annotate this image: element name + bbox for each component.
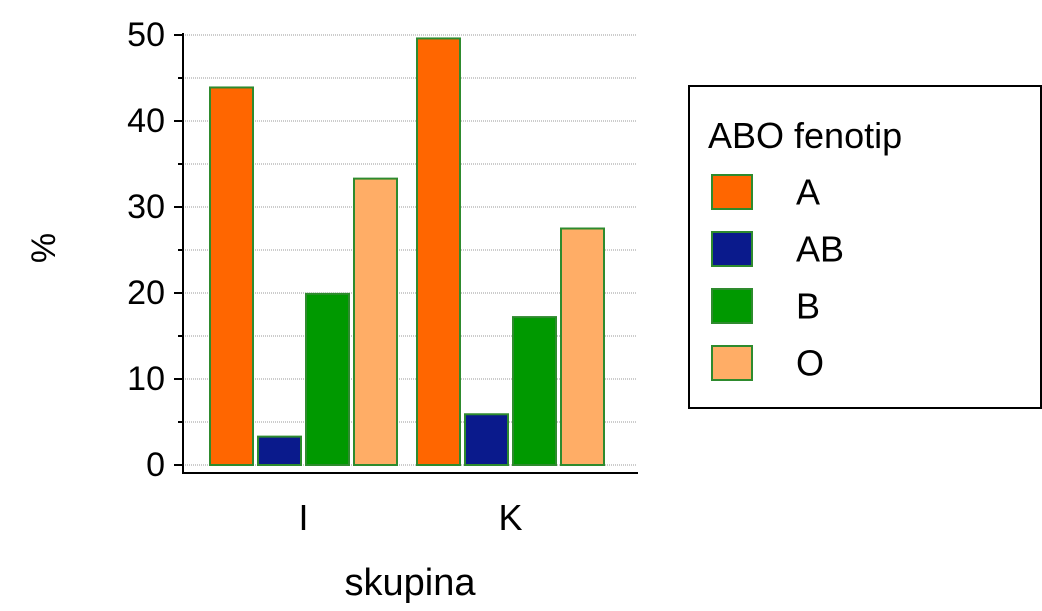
bar-K-B <box>512 316 557 466</box>
y-tick-label: 10 <box>127 360 165 398</box>
legend-title: ABO fenotip <box>708 115 902 156</box>
legend-swatch-O <box>711 345 753 381</box>
gridlines <box>183 34 636 466</box>
x-tick-label: K <box>498 497 522 538</box>
y-ticks: 0 10 20 30 40 50 <box>127 16 183 484</box>
y-tick-label: 0 <box>146 446 165 484</box>
bar-I-O <box>353 177 398 466</box>
bar-K-AB <box>464 413 509 467</box>
legend-label-B: B <box>796 286 820 327</box>
bar-I-A <box>209 86 254 467</box>
x-tick-label: I <box>298 497 308 538</box>
y-tick-label: 50 <box>127 16 165 54</box>
bar-I-AB <box>257 435 302 466</box>
bar-K-O <box>560 227 605 466</box>
y-tick-label: 40 <box>127 102 165 140</box>
legend-items: A AB BO <box>711 172 844 384</box>
axes <box>182 33 638 474</box>
x-axis-label: skupina <box>345 562 477 604</box>
y-tick-label: 20 <box>127 274 165 312</box>
bar-K-A <box>416 37 461 466</box>
legend-swatch-B <box>711 288 753 324</box>
y-axis-label: % <box>25 233 63 263</box>
y-tick-label: 30 <box>127 188 165 226</box>
legend: ABO fenotip A AB BO <box>688 85 1042 409</box>
legend-label-A: A <box>796 172 820 213</box>
bar-I-B <box>305 292 350 466</box>
bars <box>209 37 605 467</box>
legend-label-AB: AB <box>796 229 844 270</box>
legend-swatch-AB <box>711 231 753 267</box>
legend-label-O: O <box>796 343 824 384</box>
legend-swatch-A <box>711 174 753 210</box>
